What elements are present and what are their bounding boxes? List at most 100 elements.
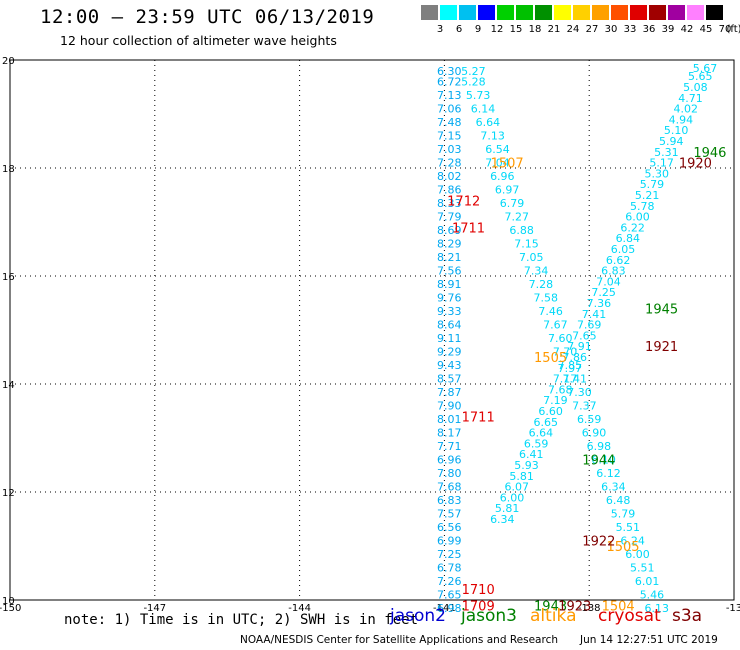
data-point-label: 5.21 bbox=[635, 189, 660, 202]
data-point-label: 7.34 bbox=[524, 265, 549, 278]
legend-swatch-27 bbox=[573, 5, 590, 20]
legend-label-70: 70 bbox=[718, 24, 732, 35]
data-point-label: 8.64 bbox=[437, 319, 462, 332]
pass-time-label: 1945 bbox=[645, 302, 678, 317]
data-point-label: 7.48 bbox=[437, 116, 462, 129]
data-point-label: 7.86 bbox=[562, 351, 587, 364]
legend-label-30: 30 bbox=[604, 24, 618, 35]
pass-time-label: 1709 bbox=[462, 599, 495, 614]
data-point-label: 7.69 bbox=[577, 319, 602, 332]
pass-time-label: 1505 bbox=[606, 540, 639, 555]
data-point-label: 8.17 bbox=[437, 427, 462, 440]
pass-time-label: 1946 bbox=[693, 146, 726, 161]
data-point-label: 6.83 bbox=[601, 265, 626, 278]
data-point-label: 7.65 bbox=[437, 589, 462, 602]
data-point-label: 6.98 bbox=[437, 602, 462, 615]
data-point-label: 6.79 bbox=[500, 197, 525, 210]
data-point-label: 6.78 bbox=[437, 562, 462, 575]
data-point-label: 6.99 bbox=[437, 535, 462, 548]
data-point-label: 5.08 bbox=[683, 81, 708, 94]
legend-label-21: 21 bbox=[547, 24, 561, 35]
data-point-label: 7.04 bbox=[596, 275, 621, 288]
data-point-label: 6.48 bbox=[606, 494, 631, 507]
legend-swatch-42 bbox=[668, 5, 685, 20]
chart-subtitle: 12 hour collection of altimeter wave hei… bbox=[60, 33, 337, 48]
data-point-label: 6.56 bbox=[437, 521, 462, 534]
legend-swatch-9 bbox=[459, 5, 476, 20]
legend-label-24: 24 bbox=[566, 24, 580, 35]
data-point-label: 6.10 bbox=[591, 454, 616, 467]
data-point-label: 8.57 bbox=[437, 373, 462, 386]
data-point-label: 6.59 bbox=[577, 413, 602, 426]
data-point-label: 7.30 bbox=[567, 386, 592, 399]
legend-label-42: 42 bbox=[680, 24, 694, 35]
data-point-label: 5.51 bbox=[616, 521, 641, 534]
data-point-label: 7.37 bbox=[572, 400, 597, 413]
x-tick-label: -138 bbox=[578, 603, 601, 614]
data-point-label: 7.56 bbox=[437, 265, 462, 278]
data-point-label: 8.21 bbox=[437, 251, 462, 264]
satellite-jason2: jason2 bbox=[390, 606, 446, 626]
y-tick-label: 10 bbox=[2, 596, 15, 607]
data-point-label: 6.00 bbox=[625, 548, 650, 561]
legend-label-39: 39 bbox=[661, 24, 675, 35]
data-point-label: 7.25 bbox=[591, 286, 616, 299]
data-point-label: 7.13 bbox=[437, 89, 462, 102]
data-point-label: 6.54 bbox=[485, 143, 510, 156]
data-point-label: 7.28 bbox=[437, 157, 462, 170]
footer-date: Jun 14 12:27:51 UTC 2019 bbox=[580, 634, 718, 646]
data-point-label: 7.05 bbox=[519, 251, 544, 264]
plot-frame bbox=[9, 59, 735, 601]
legend-label-36: 36 bbox=[642, 24, 656, 35]
pass-time-label: 1504 bbox=[602, 599, 635, 614]
data-point-label: 7.41 bbox=[582, 308, 607, 321]
data-point-label: 7.71 bbox=[437, 440, 462, 453]
data-point-label: 5.65 bbox=[688, 70, 713, 83]
data-point-label: 6.65 bbox=[534, 416, 559, 429]
data-point-label: 6.62 bbox=[606, 254, 631, 267]
data-point-label: 7.41 bbox=[562, 373, 587, 386]
data-point-label: 7.17 bbox=[553, 373, 578, 386]
data-point-label: 7.57 bbox=[437, 508, 462, 521]
data-point-label: 7.91 bbox=[567, 340, 592, 353]
data-point-label: 6.34 bbox=[490, 513, 515, 526]
data-point-label: 6.88 bbox=[509, 224, 534, 237]
legend-swatch-39 bbox=[649, 5, 666, 20]
legend-swatch-70 bbox=[706, 5, 723, 20]
data-point-label: 6.01 bbox=[635, 575, 660, 588]
x-tick-label: -144 bbox=[288, 603, 311, 614]
data-point-label: 8.33 bbox=[437, 197, 462, 210]
data-point-label: 5.73 bbox=[466, 89, 491, 102]
pass-time-label: 1507 bbox=[491, 157, 524, 172]
data-point-label: 7.03 bbox=[437, 143, 462, 156]
chart-title: 12:00 – 23:59 UTC 06/13/2019 bbox=[40, 6, 375, 28]
data-point-label: 5.79 bbox=[611, 508, 636, 521]
legend-label-15: 15 bbox=[509, 24, 523, 35]
data-point-label: 9.43 bbox=[437, 359, 462, 372]
data-point-label: 5.31 bbox=[654, 146, 679, 159]
y-tick-label: 18 bbox=[2, 164, 15, 175]
note-text: note: 1) Time is in UTC; 2) SWH is in fe… bbox=[64, 612, 419, 628]
data-point-label: 7.19 bbox=[543, 394, 568, 407]
legend-swatch-6 bbox=[440, 5, 457, 20]
data-point-label: 6.64 bbox=[476, 116, 501, 129]
x-tick-label: -13 bbox=[726, 603, 740, 614]
pass-time-label: 1920 bbox=[679, 157, 712, 172]
data-point-label: 6.97 bbox=[495, 184, 520, 197]
data-point-label: 5.67 bbox=[693, 62, 718, 75]
legend-swatch-21 bbox=[535, 5, 552, 20]
data-point-label: 6.83 bbox=[437, 494, 462, 507]
data-point-label: 7.68 bbox=[437, 481, 462, 494]
data-point-label: 8.69 bbox=[437, 224, 462, 237]
data-point-label: 6.64 bbox=[529, 427, 554, 440]
data-point-label: 6.90 bbox=[582, 427, 607, 440]
data-point-label: 7.15 bbox=[514, 238, 539, 251]
pass-time-label: 1505 bbox=[534, 351, 567, 366]
data-point-label: 9.29 bbox=[437, 346, 462, 359]
data-point-label: 4.02 bbox=[673, 103, 698, 116]
data-point-label: 5.10 bbox=[664, 124, 689, 137]
data-point-label: 5.79 bbox=[640, 178, 665, 191]
data-point-label: 7.85 bbox=[558, 359, 583, 372]
legend-label-18: 18 bbox=[528, 24, 542, 35]
data-point-label: 7.80 bbox=[437, 467, 462, 480]
